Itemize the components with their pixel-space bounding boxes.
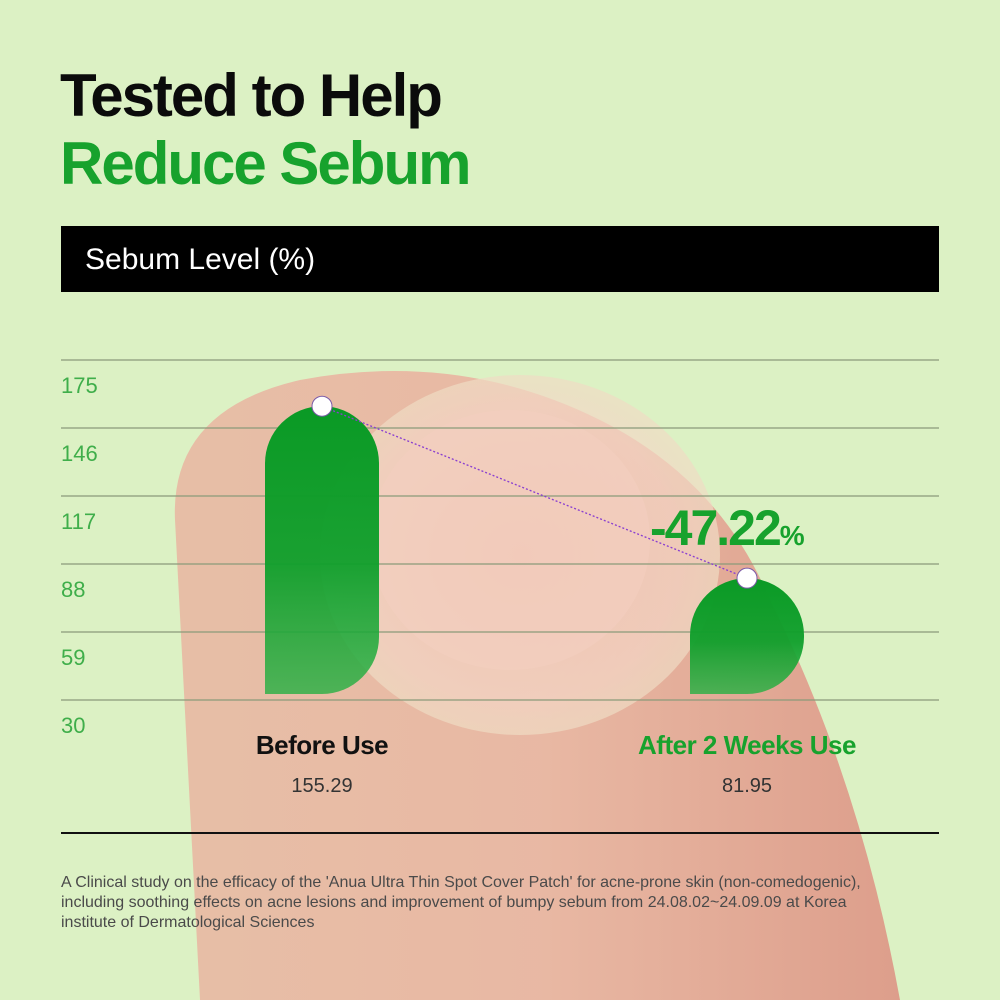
bar-after bbox=[690, 578, 804, 694]
data-point-after bbox=[736, 567, 758, 589]
reduction-value: -47.22 bbox=[650, 500, 780, 556]
title-line-2: Reduce Sebum bbox=[60, 130, 471, 197]
category-label-before: Before Use bbox=[256, 730, 388, 760]
y-tick-label: 117 bbox=[61, 509, 96, 534]
chart-title-band: Sebum Level (%) bbox=[61, 226, 939, 292]
reduction-annotation: -47.22% bbox=[650, 500, 805, 556]
value-label-before: 155.29 bbox=[291, 775, 352, 797]
footnote: A Clinical study on the efficacy of the … bbox=[61, 874, 861, 931]
y-tick-label: 59 bbox=[61, 645, 85, 670]
patch-inner bbox=[370, 410, 650, 670]
divider bbox=[61, 832, 939, 834]
value-label-after: 81.95 bbox=[722, 775, 772, 797]
y-tick-label: 88 bbox=[61, 577, 85, 602]
reduction-unit: % bbox=[780, 520, 805, 551]
category-label-after: After 2 Weeks Use bbox=[638, 730, 856, 760]
data-point-before bbox=[311, 395, 333, 417]
y-tick-label: 30 bbox=[61, 713, 85, 738]
y-tick-label: 146 bbox=[61, 441, 98, 466]
title-line-1: Tested to Help bbox=[60, 62, 443, 129]
bar-before bbox=[265, 406, 379, 694]
trend-line bbox=[321, 405, 748, 579]
y-tick-label: 175 bbox=[61, 373, 98, 398]
chart-title: Sebum Level (%) bbox=[85, 243, 316, 276]
